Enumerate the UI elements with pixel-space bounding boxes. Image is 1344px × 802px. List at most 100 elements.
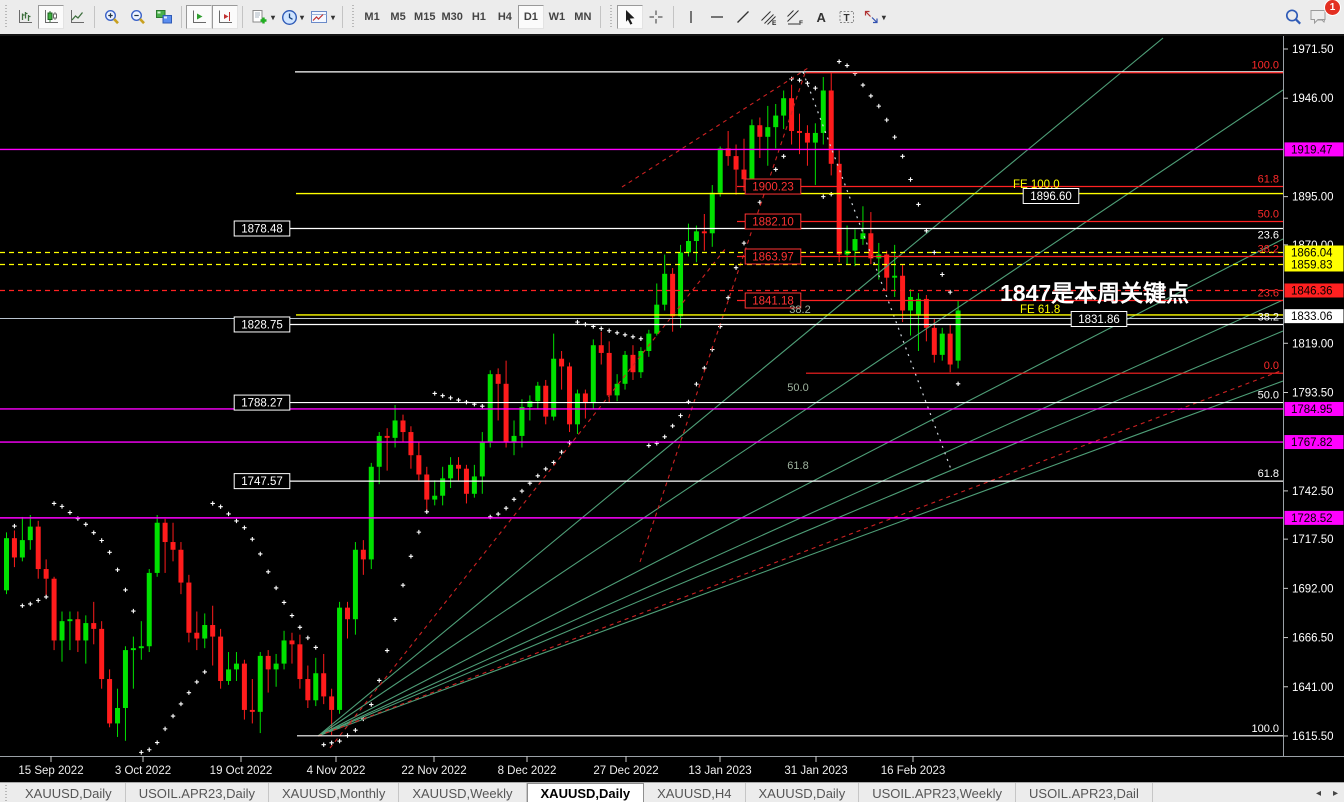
price-label-box[interactable]: 1882.10 [744, 213, 802, 230]
tabbar-grip[interactable] [3, 785, 9, 801]
fib-level-label: 0.0 [1264, 360, 1279, 372]
svg-text:1919.47: 1919.47 [1291, 144, 1333, 156]
chart-tab-2[interactable]: XAUUSD,Monthly [269, 783, 400, 802]
fib-level-label: 23.6 [1258, 230, 1279, 242]
cursor-button[interactable] [616, 5, 643, 29]
auto-scroll-button[interactable] [186, 5, 212, 29]
svg-text:F: F [799, 20, 803, 26]
text-label-button[interactable]: T [834, 5, 860, 29]
fe-100-label: FE 100.0 [1013, 179, 1060, 191]
chart-tab-1[interactable]: USOIL.APR23,Daily [126, 783, 270, 802]
new-chart-button[interactable]: ▾ [247, 5, 278, 29]
chart-tab-0[interactable]: XAUUSD,Daily [12, 783, 126, 802]
price-label-box[interactable]: 1841.18 [744, 292, 802, 309]
notifications-button[interactable]: 1 [1306, 0, 1341, 29]
timeframe-mn[interactable]: MN [574, 11, 592, 23]
date-axis[interactable]: 15 Sep 2022 3 Oct 2022 19 Oct 2022 4 Nov 20… [18, 756, 945, 777]
chart-tab-6[interactable]: XAUUSD,Daily [746, 783, 860, 802]
svg-text:16 Feb 2023: 16 Feb 2023 [881, 765, 946, 777]
price-label-box[interactable]: 1900.23 [744, 178, 802, 195]
clock-icon [281, 9, 298, 26]
svg-text:4 Nov 2022: 4 Nov 2022 [307, 765, 366, 777]
cursor-icon [622, 9, 638, 26]
top-toolbar: ▾ ▾ ▾ M1 M5 M15 M30 H1 H4 D1 W1 MN E F A T ▾ 1 [0, 0, 1344, 36]
price-label-box[interactable]: 1863.97 [744, 248, 802, 265]
svg-text:1866.04: 1866.04 [1291, 248, 1333, 260]
chart-area[interactable]: 1878.48 1828.75 1788.27 1747.57 1900.23 1882.… [0, 36, 1344, 782]
dropdown-caret-icon[interactable]: ▾ [271, 12, 276, 22]
svg-text:1793.50: 1793.50 [1292, 387, 1334, 399]
timeframe-d1[interactable]: D1 [517, 5, 544, 29]
svg-text:1788.27: 1788.27 [241, 398, 283, 410]
price-label-box[interactable]: 1878.48 [233, 220, 291, 237]
chart-tab-8[interactable]: USOIL.APR23,Dail [1016, 783, 1153, 802]
svg-text:E: E [772, 20, 777, 26]
price-label-box[interactable]: 1896.60 [1022, 188, 1080, 204]
fan-level-label: 50.0 [787, 382, 808, 394]
fib-level-label: 61.8 [1258, 174, 1279, 186]
search-button[interactable] [1280, 5, 1306, 29]
fibonacci-icon: F [786, 9, 804, 26]
price-label-box[interactable]: 1788.27 [233, 394, 291, 411]
price-label-box[interactable]: 1828.75 [233, 316, 291, 333]
timeframe-m30[interactable]: M30 [441, 11, 463, 23]
key-level-annotation[interactable]: 1847是本周关键点 [1000, 280, 1189, 306]
fibonacci-button[interactable]: F [782, 5, 808, 29]
chart-tabs-bar: XAUUSD,Daily USOIL.APR23,Daily XAUUSD,Mont… [0, 782, 1344, 802]
bar-chart-button[interactable] [12, 5, 38, 29]
timeframe-m1[interactable]: M1 [364, 11, 380, 23]
chart-tab-7[interactable]: USOIL.APR23,Weekly [859, 783, 1017, 802]
candlestick-chart-button[interactable] [38, 5, 64, 29]
horizontal-levels[interactable] [0, 71, 1283, 737]
toolbar-grip[interactable] [350, 5, 357, 29]
toolbar-right-group: 1 [1280, 0, 1341, 29]
timeframe-h4[interactable]: H4 [497, 11, 512, 23]
toolbar-grip[interactable] [3, 5, 9, 29]
toolbar-grip[interactable] [607, 5, 614, 29]
period-button[interactable]: ▾ [278, 5, 307, 29]
line-chart-button[interactable] [64, 5, 90, 29]
svg-text:1747.57: 1747.57 [241, 476, 283, 488]
svg-text:1666.50: 1666.50 [1292, 633, 1334, 645]
chart-tab-3[interactable]: XAUUSD,Weekly [399, 783, 527, 802]
timeframe-h1[interactable]: H1 [471, 11, 486, 23]
candles [4, 73, 961, 741]
dropdown-caret-icon[interactable]: ▾ [300, 12, 305, 22]
trendline-button[interactable] [730, 5, 756, 29]
dropdown-caret-icon[interactable]: ▾ [331, 12, 336, 22]
timeframe-m5[interactable]: M5 [390, 11, 406, 23]
fe-618-label: FE 61.8 [1020, 304, 1060, 316]
zoom-in-button[interactable] [99, 5, 125, 29]
vertical-line-button[interactable] [678, 5, 704, 29]
chart-shift-button[interactable] [212, 5, 238, 29]
crosshair-button[interactable] [643, 5, 669, 29]
toolbar-separator [181, 6, 182, 28]
arrows-button[interactable]: ▾ [860, 5, 889, 29]
price-label-box[interactable]: 1831.86 [1070, 311, 1128, 327]
price-axis[interactable]: 1971.501946.001919.471895.001870.001866.… [1283, 44, 1344, 743]
svg-text:1615.50: 1615.50 [1292, 731, 1334, 743]
tile-windows-button[interactable] [151, 5, 177, 29]
svg-text:1971.50: 1971.50 [1292, 44, 1334, 56]
svg-text:1900.23: 1900.23 [752, 182, 794, 194]
timeframe-m15[interactable]: M15 [414, 11, 436, 23]
price-chart[interactable]: 1878.48 1828.75 1788.27 1747.57 1900.23 1882.… [0, 36, 1344, 782]
text-button[interactable]: A [808, 5, 834, 29]
chart-tab-5[interactable]: XAUUSD,H4 [644, 783, 746, 802]
svg-text:1833.06: 1833.06 [1291, 311, 1333, 323]
template-button[interactable]: ▾ [307, 5, 338, 29]
equidistant-channel-button[interactable]: E [756, 5, 782, 29]
fib-level-label: 38.2 [1258, 244, 1279, 256]
toolbar-separator [342, 6, 344, 28]
tab-scroll-right-button[interactable]: ▸ [1332, 787, 1338, 799]
text-label-icon: T [838, 9, 856, 25]
price-label-box[interactable]: 1747.57 [233, 473, 291, 490]
timeframe-w1[interactable]: W1 [548, 11, 566, 23]
zoom-out-button[interactable] [125, 5, 151, 29]
dropdown-caret-icon[interactable]: ▾ [881, 12, 886, 22]
zoom-out-icon [129, 9, 147, 26]
tab-scroll-left-button[interactable]: ◂ [1315, 787, 1321, 799]
horizontal-line-button[interactable] [704, 5, 730, 29]
chart-tab-4[interactable]: XAUUSD,Daily [526, 783, 645, 802]
svg-text:19 Oct 2022: 19 Oct 2022 [210, 765, 273, 777]
